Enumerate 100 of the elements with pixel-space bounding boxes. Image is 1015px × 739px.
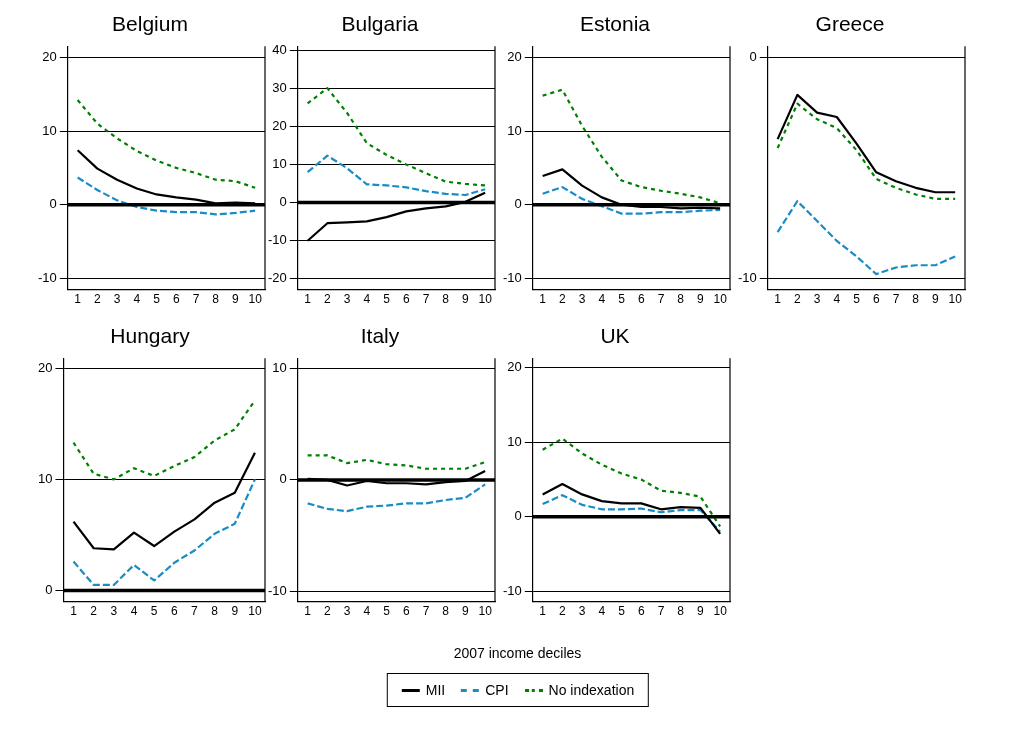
x-tick-label: 4: [363, 604, 371, 619]
x-tick-label: 3: [343, 292, 351, 307]
y-tick-label: 20: [42, 48, 57, 64]
chart-title: Estonia: [579, 12, 651, 36]
y-tick-label: 0: [514, 508, 522, 524]
x-axis-title: 2007 income deciles: [452, 645, 583, 661]
y-tick-label: 0: [749, 48, 757, 64]
x-tick-label: 8: [677, 604, 685, 619]
x-tick-label: 9: [932, 292, 940, 307]
x-tick-label: 2: [324, 292, 332, 307]
y-tick-label: 0: [514, 196, 522, 212]
x-tick-label: 1: [74, 292, 82, 307]
x-tick-label: 9: [697, 292, 705, 307]
y-tick-label: -10: [502, 270, 522, 286]
x-tick-label: 8: [212, 292, 220, 307]
y-tick-label: 30: [272, 79, 287, 95]
x-tick-label: 5: [153, 292, 161, 307]
x-tick-label: 9: [232, 292, 240, 307]
x-tick-label: 8: [442, 292, 450, 307]
x-tick-label: 10: [478, 604, 493, 619]
x-tick-label: 5: [853, 292, 861, 307]
x-tick-label: 1: [774, 292, 782, 307]
x-tick-label: 7: [422, 292, 430, 307]
x-tick-label: 4: [130, 604, 138, 619]
x-tick-label: 7: [657, 604, 665, 619]
y-tick-label: -20: [267, 270, 287, 286]
chart-title: Hungary: [110, 324, 191, 348]
legend-label: No indexation: [548, 682, 635, 698]
y-tick-label: -10: [737, 270, 757, 286]
x-tick-label: 9: [697, 604, 705, 619]
y-tick-label: -10: [37, 270, 57, 286]
x-tick-label: 4: [598, 292, 606, 307]
x-tick-label: 9: [231, 604, 239, 619]
x-tick-label: 2: [794, 292, 802, 307]
x-tick-label: 7: [657, 292, 665, 307]
y-tick-label: 0: [279, 194, 287, 210]
y-tick-label: 0: [279, 471, 287, 487]
x-tick-label: 2: [94, 292, 102, 307]
x-tick-label: 7: [422, 604, 430, 619]
y-tick-label: -10: [267, 583, 287, 599]
x-tick-label: 7: [192, 292, 200, 307]
y-tick-label: 0: [49, 196, 57, 212]
x-tick-label: 9: [462, 604, 470, 619]
x-tick-label: 3: [343, 604, 351, 619]
x-tick-label: 5: [150, 604, 158, 619]
legend-label: MII: [425, 682, 446, 698]
x-tick-label: 4: [833, 292, 841, 307]
x-tick-label: 6: [637, 604, 645, 619]
x-tick-label: 3: [110, 604, 118, 619]
x-tick-label: 3: [813, 292, 821, 307]
x-tick-label: 1: [304, 604, 312, 619]
chart-title: Belgium: [112, 12, 188, 36]
x-tick-label: 9: [462, 292, 470, 307]
x-tick-label: 7: [191, 604, 199, 619]
x-tick-label: 10: [248, 604, 262, 619]
y-tick-label: 20: [272, 117, 287, 133]
y-tick-label: 40: [272, 41, 287, 57]
x-tick-label: 6: [637, 292, 645, 307]
x-tick-label: 10: [948, 292, 963, 307]
y-tick-label: 10: [37, 470, 53, 486]
y-tick-label: 10: [507, 433, 522, 449]
x-tick-label: 10: [713, 292, 728, 307]
x-tick-label: 3: [578, 604, 586, 619]
x-tick-label: 8: [211, 604, 219, 619]
legend-label: CPI: [485, 682, 509, 698]
y-tick-label: 10: [272, 156, 287, 172]
y-tick-label: 10: [507, 122, 522, 138]
x-tick-label: 10: [478, 292, 493, 307]
x-tick-label: 8: [912, 292, 920, 307]
x-tick-label: 6: [170, 604, 178, 619]
x-tick-label: 6: [172, 292, 180, 307]
x-tick-label: 5: [383, 604, 391, 619]
x-tick-label: 5: [618, 292, 626, 307]
x-tick-label: 2: [90, 604, 98, 619]
y-tick-label: 0: [45, 582, 53, 598]
x-tick-label: 7: [892, 292, 900, 307]
chart-title: Italy: [360, 324, 400, 348]
x-tick-label: 2: [324, 604, 332, 619]
x-tick-label: 2: [559, 604, 567, 619]
x-tick-label: 4: [598, 604, 606, 619]
y-tick-label: -10: [502, 582, 522, 598]
y-tick-label: 20: [507, 48, 522, 64]
chart-title: Bulgaria: [341, 12, 419, 36]
x-tick-label: 5: [383, 292, 391, 307]
x-tick-label: 6: [872, 292, 880, 307]
x-tick-label: 8: [677, 292, 685, 307]
x-tick-label: 2: [559, 292, 567, 307]
y-tick-label: 20: [507, 359, 522, 375]
x-tick-label: 5: [618, 604, 626, 619]
x-tick-label: 1: [70, 604, 78, 619]
y-tick-label: 10: [42, 122, 57, 138]
y-tick-label: -10: [267, 232, 287, 248]
x-tick-label: 4: [133, 292, 141, 307]
x-tick-label: 1: [539, 292, 547, 307]
y-tick-label: 10: [272, 359, 287, 375]
x-tick-label: 1: [304, 292, 312, 307]
y-tick-label: 20: [37, 359, 53, 375]
x-tick-label: 4: [363, 292, 371, 307]
x-tick-label: 6: [402, 604, 410, 619]
x-tick-label: 10: [248, 292, 263, 307]
